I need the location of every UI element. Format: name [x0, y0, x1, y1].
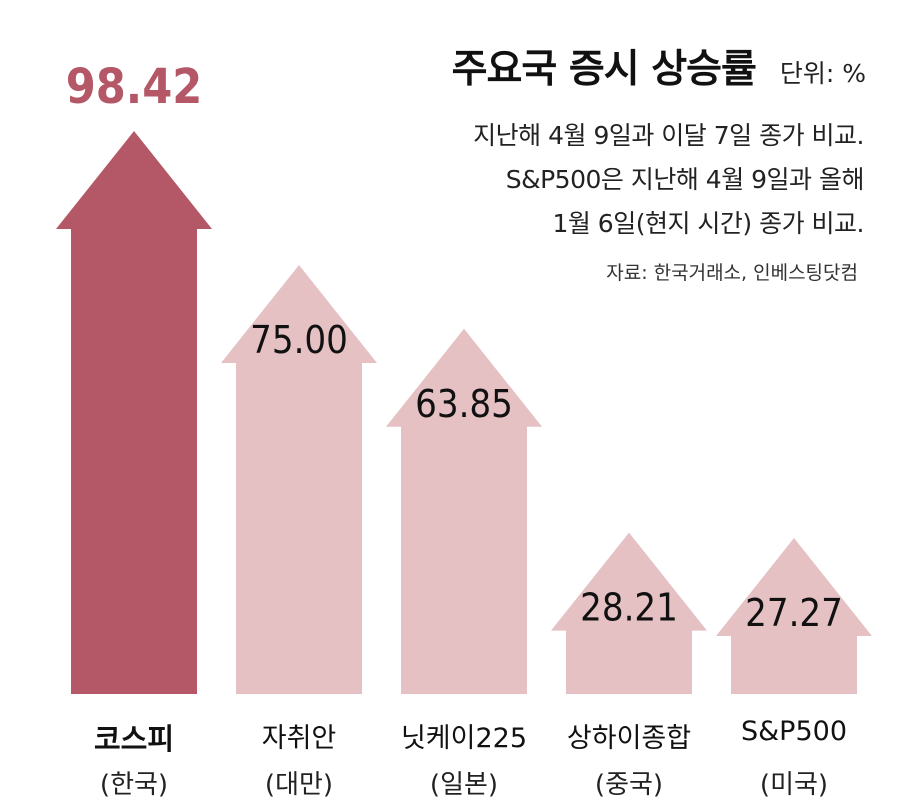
country-label-1: (한국) — [99, 770, 169, 800]
note-line-2: S&P500은 지난해 4월 9일과 올해 — [505, 165, 865, 194]
category-label-4: 상하이종합 — [566, 723, 692, 754]
category-label-3: 닛케이225 — [400, 723, 528, 754]
unit-label: 단위: % — [779, 59, 866, 88]
country-label-4: (중국) — [594, 770, 664, 800]
value-label-3: 63.85 — [415, 382, 513, 426]
category-label-5: S&P500 — [740, 716, 847, 747]
arrow-bar-1 — [56, 131, 212, 694]
title-row: 주요국 증시 상승률 단위: % — [452, 38, 866, 94]
note-line-3: 1월 6일(현지 시간) 종가 비교. — [552, 209, 864, 238]
value-label-5: 27.27 — [745, 591, 843, 635]
arrow-bar-5 — [716, 538, 872, 694]
country-label-3: (일본) — [429, 770, 499, 800]
arrow-bar-3 — [386, 328, 542, 694]
notes: 지난해 4월 9일과 이달 7일 종가 비교. S&P500은 지난해 4월 9… — [473, 114, 864, 246]
source-note: 자료: 한국거래소, 인베스팅닷컴 — [606, 262, 858, 284]
country-label-5: (미국) — [759, 770, 829, 800]
arrow-bar-2 — [221, 265, 377, 694]
note-line-1: 지난해 4월 9일과 이달 7일 종가 비교. — [473, 121, 864, 150]
category-label-1: 코스피 — [93, 722, 175, 756]
value-label-4: 28.21 — [580, 586, 678, 630]
country-label-2: (대만) — [264, 770, 334, 800]
chart-title: 주요국 증시 상승률 — [451, 47, 757, 92]
arrow-bar-4 — [551, 532, 707, 694]
category-label-2: 자취안 — [261, 723, 337, 754]
value-label-1: 98.42 — [66, 59, 203, 115]
value-label-2: 75.00 — [250, 318, 348, 362]
